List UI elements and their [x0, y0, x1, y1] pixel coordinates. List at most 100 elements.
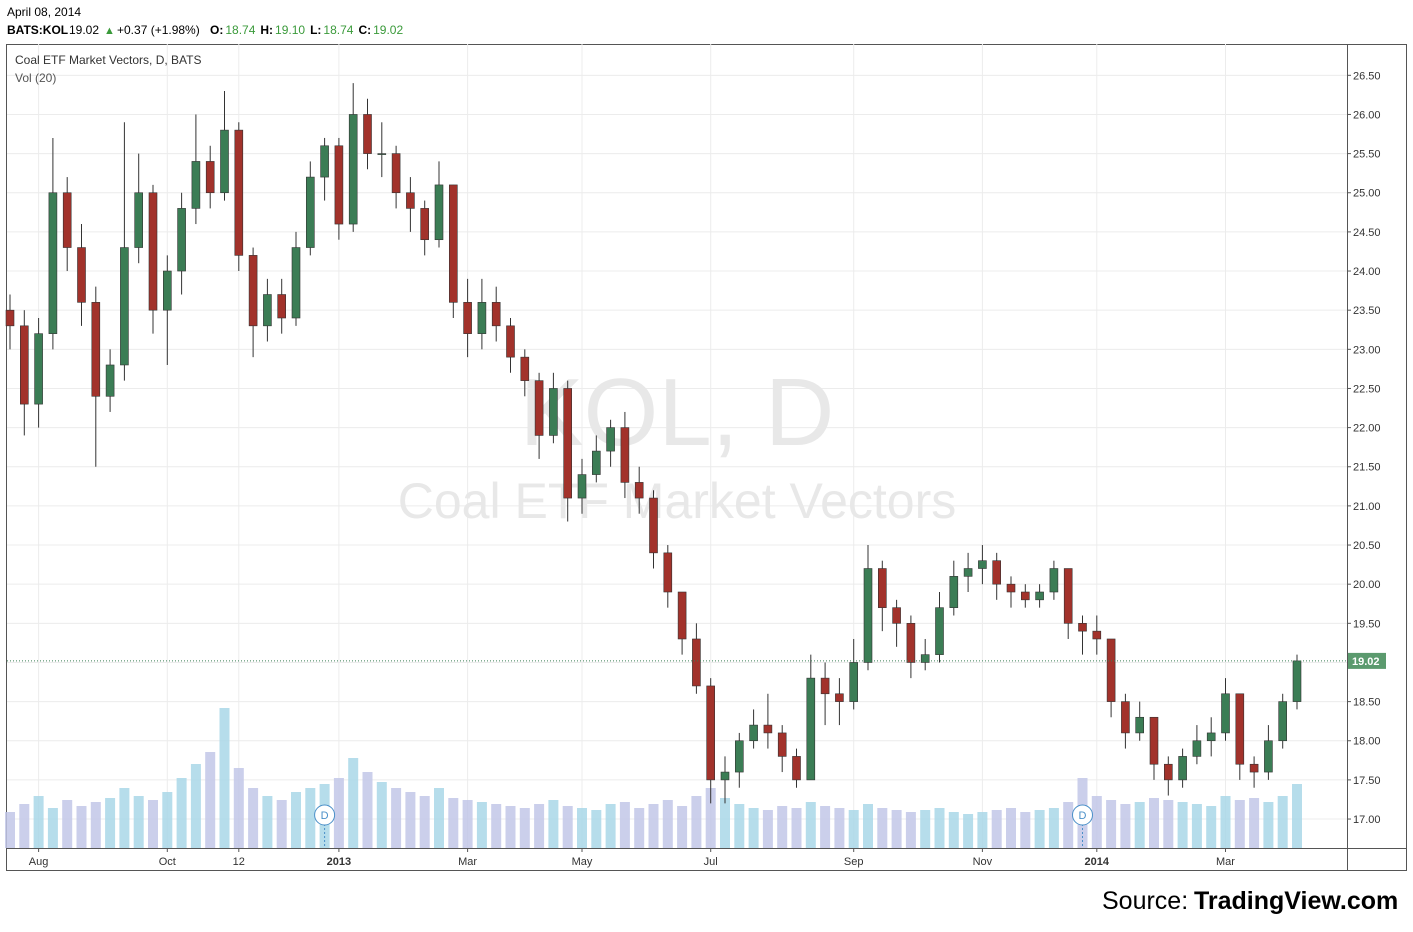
- candle-body: [1135, 716, 1144, 734]
- volume-bar: [105, 798, 116, 848]
- volume-bar: [305, 788, 316, 848]
- volume-bar: [963, 814, 974, 848]
- volume-bar: [419, 796, 430, 848]
- candle-body: [377, 153, 387, 155]
- candle-body: [220, 129, 229, 194]
- x-tick-label: Nov: [973, 856, 993, 868]
- ohlc-value: 18.74: [323, 23, 353, 37]
- y-tick-label: 17.50: [1353, 775, 1381, 787]
- volume: [5, 708, 1302, 848]
- candle-body: [91, 302, 101, 397]
- candle-body: [1149, 716, 1159, 765]
- candle-body: [506, 325, 515, 358]
- x-tick-label: Oct: [159, 856, 176, 868]
- volume-bar: [1206, 806, 1217, 848]
- volume-bar: [720, 798, 730, 848]
- source-prefix: Source:: [1102, 887, 1188, 915]
- volume-bar: [1263, 802, 1274, 848]
- candle-body: [1235, 693, 1245, 765]
- candle-body: [920, 654, 930, 663]
- dividend-label: D: [321, 810, 329, 822]
- volume-bar: [448, 798, 459, 848]
- dividend-marker: [314, 804, 336, 826]
- candle-body: [549, 388, 558, 436]
- volume-bar: [848, 810, 859, 848]
- volume-bar: [476, 802, 487, 848]
- candle-body: [591, 450, 601, 475]
- volume-bar: [891, 810, 902, 848]
- volume-bar: [462, 800, 473, 848]
- y-tick-label: 17.00: [1353, 814, 1381, 826]
- volume-bar: [777, 806, 788, 848]
- volume-bar: [1048, 808, 1059, 848]
- volume-bar: [734, 804, 745, 848]
- candle-body: [448, 184, 458, 303]
- volume-bar: [219, 708, 230, 848]
- volume-bar: [391, 788, 402, 848]
- volume-bar: [1234, 800, 1245, 848]
- candle-body: [520, 356, 530, 381]
- y-tick-label: 23.50: [1353, 305, 1381, 317]
- volume-bar: [133, 796, 144, 848]
- volume-bar: [1292, 784, 1302, 848]
- volume-bar: [791, 808, 802, 848]
- candle-body: [1206, 732, 1216, 742]
- ohlc: O: 18.74 H: 19.10 L: 18.74 C: 19.02: [210, 23, 403, 37]
- volume-bar: [1249, 798, 1260, 848]
- candle-body: [248, 255, 258, 327]
- volume-bar: [948, 812, 959, 848]
- candle-body: [420, 208, 430, 241]
- candle-body: [477, 302, 487, 334]
- candle-body: [763, 724, 773, 734]
- volume-bar: [276, 800, 287, 848]
- x-tick-label: Mar: [458, 856, 477, 868]
- candle-body: [148, 192, 158, 311]
- candle-body: [963, 568, 973, 577]
- candle-body: [34, 333, 43, 405]
- candle-body: [1078, 623, 1087, 632]
- candle-body: [134, 192, 143, 248]
- y-tick-label: 21.50: [1353, 462, 1381, 474]
- volume-bar: [619, 802, 630, 848]
- grid: [7, 44, 1347, 848]
- candle-body: [1049, 568, 1059, 593]
- candle-body: [1063, 568, 1073, 624]
- y-tick-label: 24.50: [1353, 227, 1381, 239]
- volume-bar: [534, 804, 545, 848]
- candle-body: [1035, 591, 1044, 601]
- dividend-label: D: [1079, 810, 1087, 822]
- date: April 08, 2014: [7, 5, 81, 19]
- symbol: BATS:KOL: [7, 23, 68, 37]
- candle-body: [792, 756, 801, 781]
- volume-bar: [190, 764, 201, 848]
- candle-body: [48, 192, 58, 334]
- volume-bar: [1106, 800, 1117, 848]
- x-tick-label: Sep: [844, 856, 864, 868]
- volume-bar: [920, 810, 931, 848]
- candles: [5, 83, 1302, 804]
- candle-body: [835, 693, 844, 702]
- y-tick-label: 18.50: [1353, 697, 1381, 709]
- candle-body: [1006, 583, 1016, 593]
- volume-bar: [748, 808, 759, 848]
- volume-bar: [834, 808, 845, 848]
- candle-body: [606, 427, 615, 452]
- volume-bar: [333, 778, 344, 848]
- candle-body: [348, 114, 358, 225]
- candle-body: [391, 153, 401, 194]
- ohlc-label: L:: [310, 23, 321, 37]
- volume-bar: [262, 796, 273, 848]
- volume-bar: [1220, 796, 1231, 848]
- ohlc-value: 19.02: [373, 23, 403, 37]
- volume-bar: [677, 806, 688, 848]
- volume-bar: [577, 808, 587, 848]
- last-price-box: [1348, 652, 1386, 669]
- price: 19.02: [69, 23, 99, 37]
- y-tick-label: 20.00: [1353, 579, 1381, 591]
- chart-title: Coal ETF Market Vectors, D, BATS: [15, 53, 202, 67]
- y-tick-label: 22.00: [1353, 423, 1381, 435]
- candle-body: [806, 677, 816, 781]
- candle-body: [949, 576, 959, 608]
- candle-body: [1221, 693, 1230, 734]
